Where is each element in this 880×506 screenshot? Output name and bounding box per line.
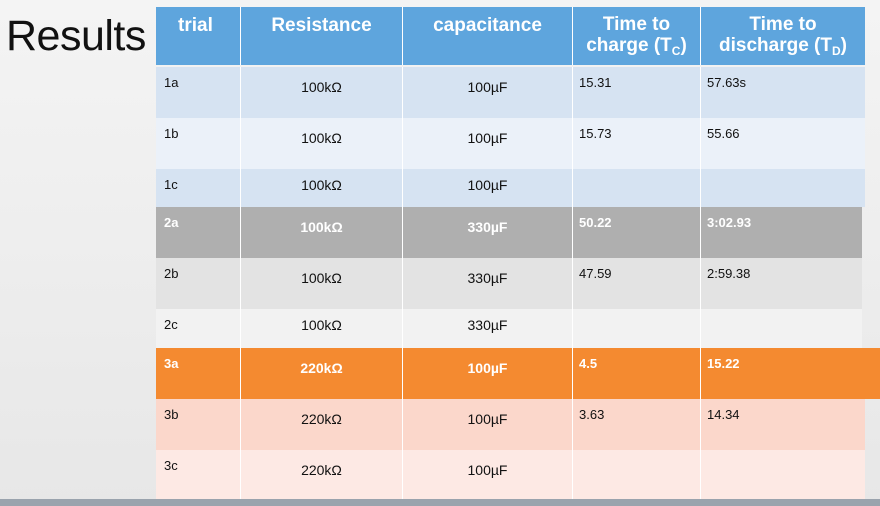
cell-trial: 3c [156, 450, 241, 499]
cell-trial: 1c [156, 169, 241, 207]
cell-charge: 15.73 [573, 118, 701, 169]
header-discharge-line1: Time to [749, 14, 817, 35]
cell-charge: 15.31 [573, 67, 701, 118]
table-row: 2a 100kΩ 330µF 50.22 3:02.93 [156, 207, 862, 258]
cell-discharge: 15.22 [707, 356, 740, 371]
cell-resistance: 100kΩ [241, 207, 403, 258]
cell-capacitance: 100µF [403, 399, 573, 450]
header-charge-line2: charge (TC) [586, 35, 687, 58]
bottom-bar [0, 499, 880, 506]
header-resistance-label: Resistance [271, 15, 372, 36]
header-trial-label: trial [178, 15, 213, 36]
cell-capacitance: 100µF [403, 118, 573, 169]
cell-capacitance: 330µF [403, 309, 573, 348]
table-row: 1c 100kΩ 100µF [156, 169, 865, 207]
cell-charge [573, 450, 701, 499]
table-row: 1a 100kΩ 100µF 15.31 57.63s [156, 67, 865, 118]
cell-resistance: 100kΩ [241, 258, 403, 309]
cell-resistance: 100kΩ [241, 67, 403, 118]
cell-capacitance: 330µF [403, 258, 573, 309]
cell-discharge: 2:59.38 [707, 266, 751, 281]
cell-capacitance: 100µF [403, 169, 573, 207]
header-charge-time: Time to charge (TC) [573, 7, 701, 65]
cell-discharge [701, 450, 865, 499]
cell-trial: 3a [156, 348, 241, 399]
cell-trial: 2a [156, 207, 241, 258]
header-trial: trial [156, 7, 241, 65]
cell-capacitance: 100µF [403, 450, 573, 499]
cell-resistance: 100kΩ [241, 169, 403, 207]
header-capacitance-label: capacitance [433, 15, 542, 36]
cell-discharge: 14.34 [707, 407, 740, 422]
cell-resistance: 100kΩ [241, 309, 403, 348]
table-row: 3a 220kΩ 100µF 4.5 15.22 [156, 348, 880, 399]
results-table: trial Resistance capacitance Time to cha… [156, 7, 880, 499]
table-header-row: trial Resistance capacitance Time to cha… [156, 7, 865, 65]
cell-capacitance: 100µF [403, 67, 573, 118]
header-discharge-text: discharge (T [719, 35, 832, 56]
cell-trial: 3b [156, 399, 241, 450]
cell-capacitance: 100µF [403, 348, 573, 399]
cell-charge [573, 169, 701, 207]
cell-resistance: 220kΩ [241, 399, 403, 450]
cell-charge: 3.63 [573, 399, 701, 450]
cell-charge [573, 309, 701, 348]
cell-resistance: 220kΩ [241, 348, 403, 399]
cell-charge: 4.5 [573, 348, 701, 399]
header-discharge-line2: discharge (TD) [719, 35, 847, 58]
header-charge-line1: Time to [602, 14, 671, 35]
cell-trial: 2c [156, 309, 241, 348]
header-discharge-subscript: D [831, 44, 841, 58]
header-resistance: Resistance [241, 7, 403, 65]
cell-trial: 2b [156, 258, 241, 309]
cell-charge: 47.59 [573, 258, 701, 309]
cell-discharge: 3:02.93 [707, 215, 752, 230]
header-discharge-time: Time to discharge (TD) [701, 7, 865, 65]
header-charge-text: charge (T [586, 35, 672, 56]
cell-resistance: 100kΩ [241, 118, 403, 169]
cell-discharge: 57.63s [707, 75, 747, 90]
cell-charge: 50.22 [573, 207, 701, 258]
cell-discharge: 55.66 [707, 126, 740, 141]
cell-trial: 1b [156, 118, 241, 169]
header-capacitance: capacitance [403, 7, 573, 65]
cell-discharge [701, 169, 865, 207]
table-row: 3b 220kΩ 100µF 3.63 14.34 [156, 399, 865, 450]
table-row: 2b 100kΩ 330µF 47.59 2:59.38 [156, 258, 862, 309]
cell-discharge [701, 309, 862, 348]
header-charge-subscript: C [671, 44, 681, 58]
table-row: 3c 220kΩ 100µF [156, 450, 865, 499]
slide-title: Results [6, 12, 146, 60]
cell-trial: 1a [156, 67, 241, 118]
cell-resistance: 220kΩ [241, 450, 403, 499]
table-row: 2c 100kΩ 330µF [156, 309, 862, 348]
table-row: 1b 100kΩ 100µF 15.73 55.66 [156, 118, 865, 169]
cell-capacitance: 330µF [403, 207, 573, 258]
